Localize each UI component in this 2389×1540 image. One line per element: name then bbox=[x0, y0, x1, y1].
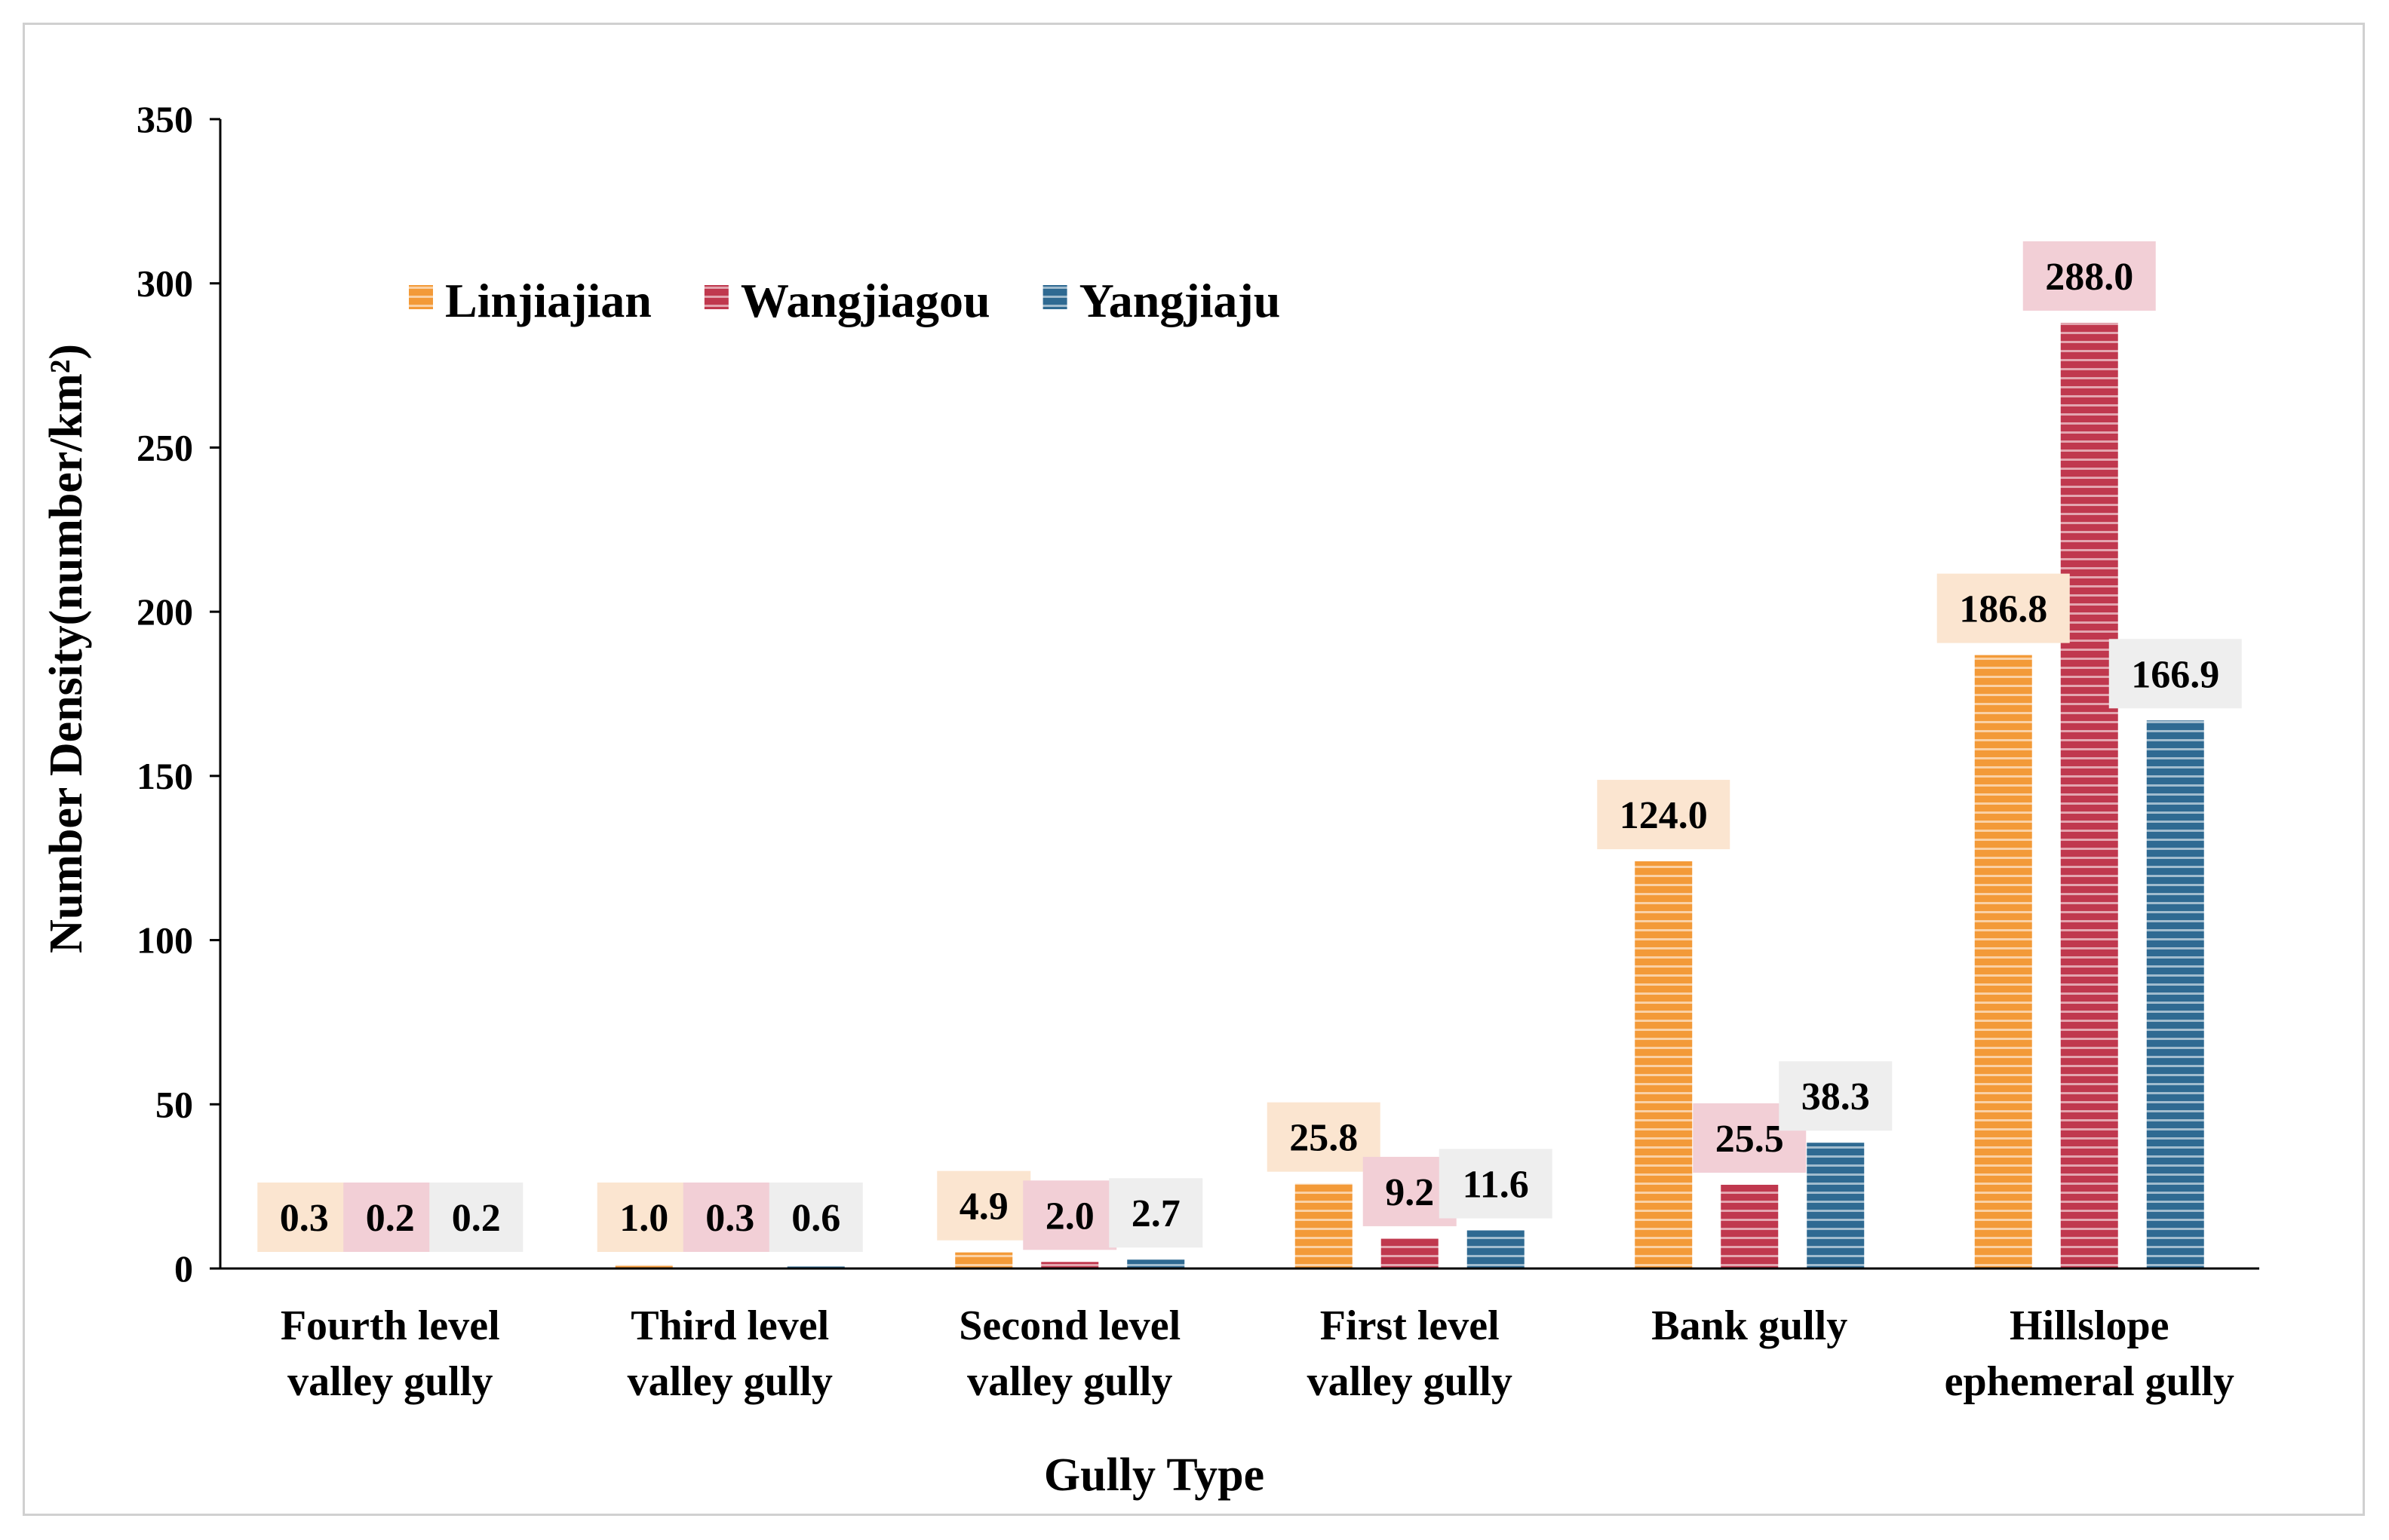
data-label-bg bbox=[1779, 1061, 1893, 1131]
data-label-yangjiaju-2: 2.7 bbox=[1132, 1192, 1181, 1235]
data-label-bg bbox=[1597, 780, 1730, 850]
legend-swatch bbox=[409, 285, 433, 309]
bars bbox=[275, 322, 2204, 1269]
x-category-label: First level valley gully bbox=[1307, 1302, 1512, 1405]
y-axis-ticks: 0 50 100 150 200 250 300 350 bbox=[137, 98, 220, 1290]
x-axis-title: Gully Type bbox=[1044, 1450, 1264, 1501]
y-tick-label: 350 bbox=[137, 98, 193, 140]
data-label-bg bbox=[597, 1183, 691, 1252]
data-label-bg bbox=[1267, 1102, 1380, 1172]
data-label-bg bbox=[429, 1183, 524, 1252]
legend-item-wangjiagou: Wangjiagou bbox=[704, 274, 990, 327]
y-tick-label: 0 bbox=[174, 1247, 193, 1290]
y-tick-label: 150 bbox=[137, 755, 193, 797]
data-label-yangjiaju-5: 166.9 bbox=[2131, 653, 2219, 696]
bar-yangjiaju-5 bbox=[2146, 720, 2204, 1269]
data-label-bg bbox=[2022, 241, 2156, 311]
data-label-linjiajian-1: 1.0 bbox=[619, 1197, 668, 1240]
legend-item-linjiajian: Linjiajian bbox=[409, 274, 652, 327]
bar-wangjiagou-3 bbox=[1380, 1238, 1439, 1269]
x-category-label: Second level valley gully bbox=[959, 1302, 1181, 1405]
bar-wangjiagou-4 bbox=[1721, 1184, 1779, 1269]
x-category-label: Hillslope ephemeral gully bbox=[1945, 1302, 2234, 1405]
data-label-bg bbox=[1023, 1180, 1117, 1250]
data-label-yangjiaju-0: 0.2 bbox=[452, 1197, 501, 1240]
legend-label: Linjiajian bbox=[445, 274, 652, 327]
x-axis-categories: Fourth level valley gully Third level valle… bbox=[281, 1302, 2234, 1405]
bar-linjiajian-1 bbox=[615, 1265, 673, 1269]
y-axis-title: Number Density(number/km²) bbox=[41, 344, 92, 953]
y-tick-label: 250 bbox=[137, 426, 193, 468]
data-label-bg bbox=[1109, 1178, 1203, 1248]
data-label-bg bbox=[2108, 639, 2242, 709]
data-label-linjiajian-0: 0.3 bbox=[280, 1197, 329, 1240]
x-category-label: Third level valley gully bbox=[628, 1302, 833, 1405]
legend-item-yangjiaju: Yangjiaju bbox=[1043, 274, 1281, 327]
legend-swatch bbox=[1043, 285, 1067, 309]
bar-wangjiagou-5 bbox=[2060, 322, 2118, 1269]
data-label-bg bbox=[343, 1183, 438, 1252]
y-tick-label: 100 bbox=[137, 919, 193, 962]
x-category-label: Bank gully bbox=[1651, 1302, 1847, 1349]
y-tick-label: 50 bbox=[155, 1083, 193, 1125]
data-label-bg bbox=[769, 1183, 863, 1252]
data-label-wangjiagou-0: 0.2 bbox=[366, 1197, 415, 1240]
data-label-bg bbox=[1936, 573, 2070, 643]
data-label-wangjiagou-5: 288.0 bbox=[2045, 256, 2133, 299]
data-label-bg bbox=[683, 1183, 777, 1252]
bar-linjiajian-3 bbox=[1294, 1183, 1353, 1269]
y-tick-label: 300 bbox=[137, 262, 193, 305]
legend-swatch bbox=[704, 285, 729, 309]
axes bbox=[219, 119, 2259, 1270]
data-label-linjiajian-3: 25.8 bbox=[1289, 1117, 1358, 1160]
data-label-wangjiagou-1: 0.3 bbox=[705, 1197, 754, 1240]
data-label-bg bbox=[257, 1183, 352, 1252]
data-label-wangjiagou-2: 2.0 bbox=[1046, 1195, 1095, 1238]
bar-linjiajian-5 bbox=[1974, 655, 2032, 1269]
legend-label: Yangjiaju bbox=[1079, 274, 1281, 327]
bar-linjiajian-4 bbox=[1635, 861, 1693, 1269]
data-label-linjiajian-2: 4.9 bbox=[960, 1186, 1009, 1229]
y-tick-label: 200 bbox=[137, 591, 193, 633]
bar-yangjiaju-4 bbox=[1807, 1143, 1865, 1269]
data-labels: 0.3 0.2 0.2 1.0 0.3 0.6 4.9 2.0 2.7 25.8 9.2 11.6 12… bbox=[257, 241, 2242, 1252]
data-label-linjiajian-4: 124.0 bbox=[1620, 794, 1708, 837]
bar-yangjiaju-3 bbox=[1466, 1230, 1525, 1269]
data-label-wangjiagou-3: 9.2 bbox=[1385, 1171, 1434, 1214]
data-label-linjiajian-5: 186.8 bbox=[1959, 588, 2047, 631]
data-label-yangjiaju-4: 38.3 bbox=[1801, 1075, 1870, 1118]
chart-frame bbox=[23, 23, 2365, 1516]
data-label-yangjiaju-3: 11.6 bbox=[1463, 1163, 1529, 1206]
bar-wangjiagou-2 bbox=[1041, 1262, 1099, 1269]
data-label-bg bbox=[937, 1170, 1031, 1241]
data-label-yangjiaju-1: 0.6 bbox=[791, 1197, 840, 1240]
bar-linjiajian-2 bbox=[955, 1252, 1013, 1269]
x-category-label: Fourth level valley gully bbox=[281, 1302, 500, 1405]
data-label-wangjiagou-4: 25.5 bbox=[1715, 1118, 1784, 1161]
bar-yangjiaju-2 bbox=[1127, 1259, 1185, 1269]
data-label-bg bbox=[1439, 1149, 1552, 1219]
legend-label: Wangjiagou bbox=[741, 274, 990, 327]
legend: Linjiajian Wangjiagou Yangjiaju bbox=[409, 274, 1280, 327]
